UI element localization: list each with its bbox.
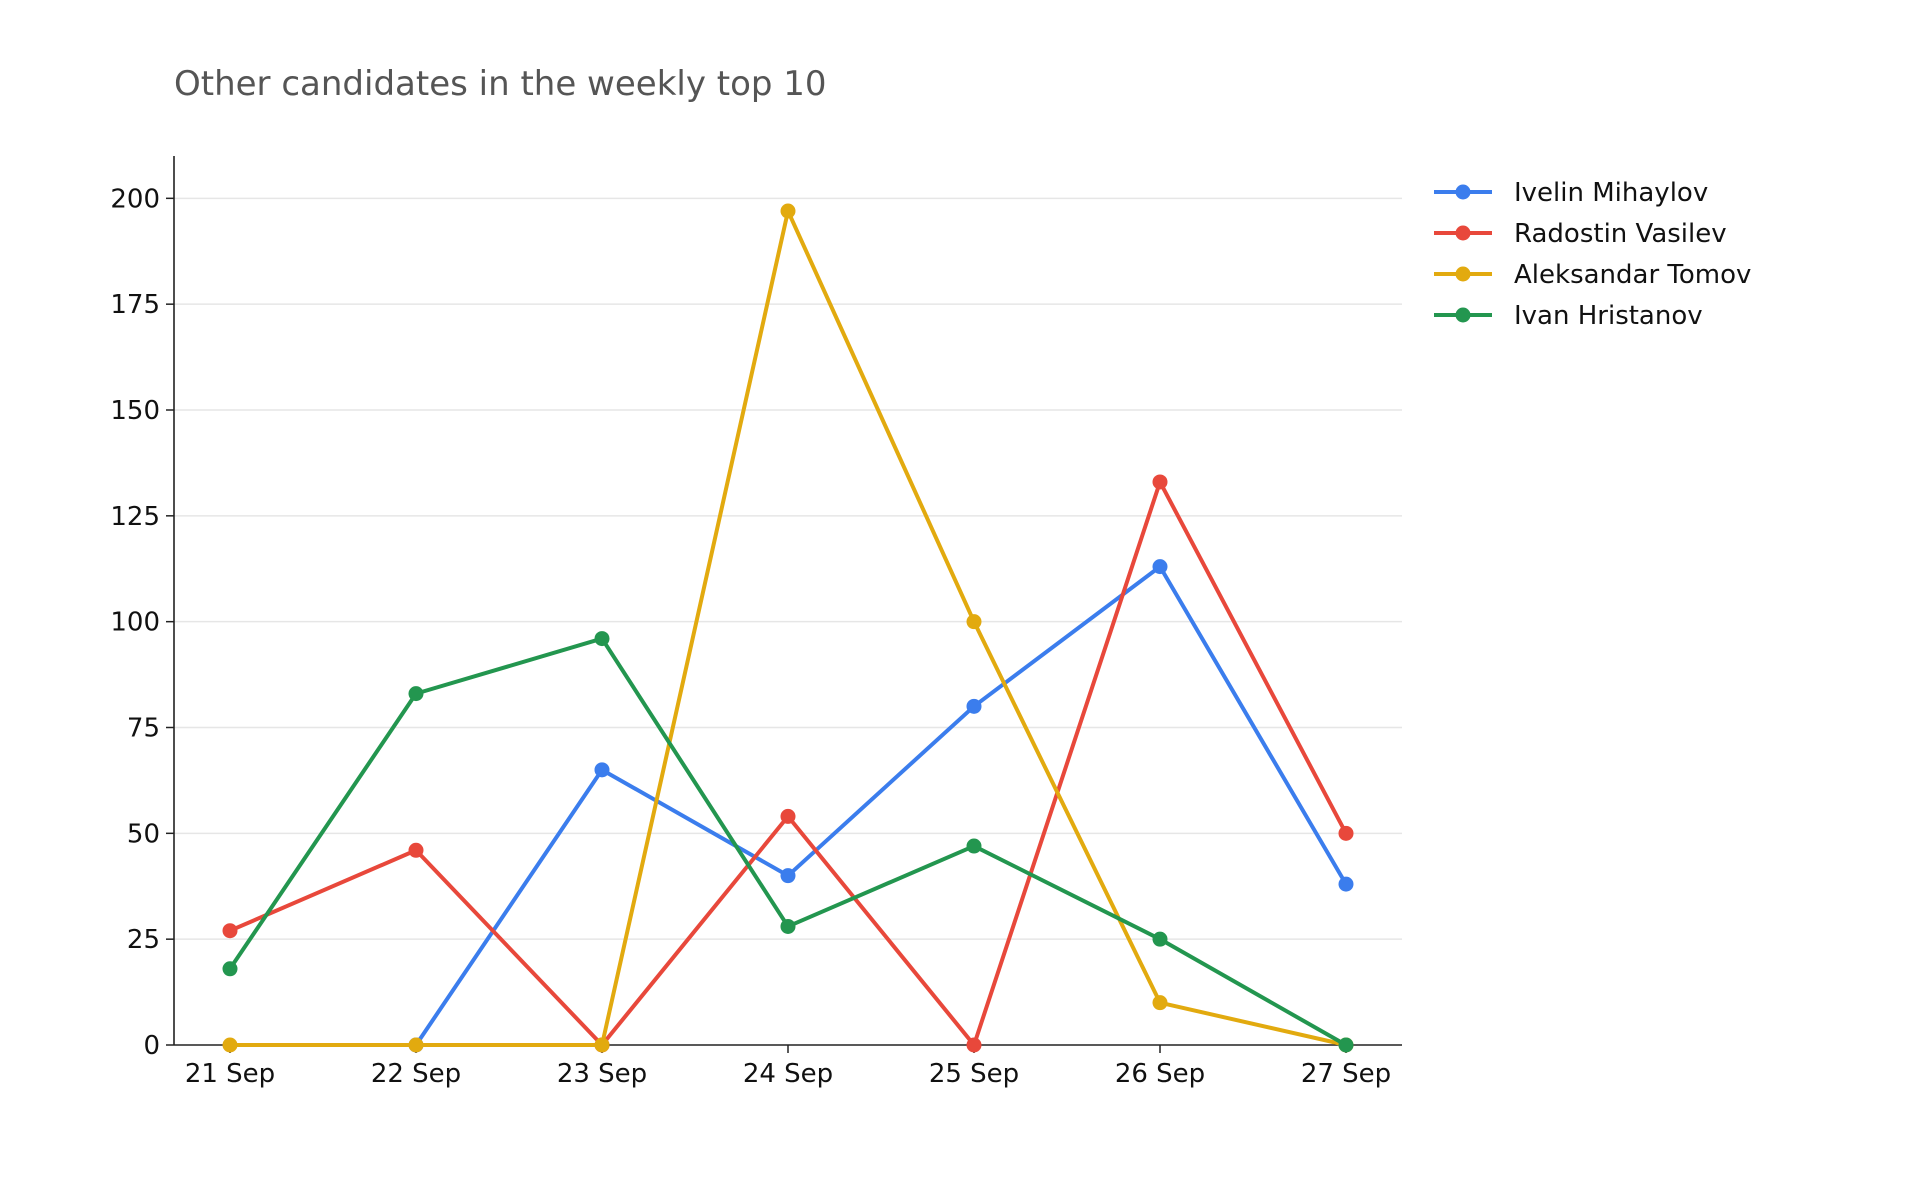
y-tick-label: 200 [110, 184, 160, 214]
data-point-aleksandar-tomov [966, 614, 982, 630]
data-point-radostin-vasilev [1152, 474, 1168, 490]
data-point-aleksandar-tomov [780, 203, 796, 219]
data-point-ivelin-mihaylov [1338, 876, 1354, 892]
data-point-ivan-hristanov [1152, 931, 1168, 947]
data-point-ivan-hristanov [1338, 1037, 1354, 1053]
series-line-ivelin-mihaylov [414, 564, 1348, 1047]
series-line-ivan-hristanov [228, 636, 1348, 1047]
legend-marker-aleksandar-tomov [1455, 266, 1471, 282]
series-line-radostin-vasilev [228, 479, 1348, 1047]
data-point-ivelin-mihaylov [966, 698, 982, 714]
legend-label-ivan-hristanov: Ivan Hristanov [1514, 301, 1703, 331]
legend-label-ivelin-mihaylov: Ivelin Mihaylov [1514, 178, 1708, 208]
data-point-aleksandar-tomov [222, 1037, 238, 1053]
y-tick-label: 0 [143, 1031, 160, 1061]
data-point-ivan-hristanov [594, 631, 610, 647]
x-tick-label: 23 Sep [557, 1059, 647, 1089]
data-point-ivan-hristanov [408, 686, 424, 702]
x-tick-label: 22 Sep [371, 1059, 461, 1089]
legend-marker-ivan-hristanov [1455, 307, 1471, 323]
legend-marker-radostin-vasilev [1455, 225, 1471, 241]
data-point-ivelin-mihaylov [780, 868, 796, 884]
y-tick-label: 175 [110, 290, 160, 320]
y-tick-label: 150 [110, 396, 160, 426]
data-point-aleksandar-tomov [1152, 995, 1168, 1011]
data-point-ivan-hristanov [222, 961, 238, 977]
data-point-aleksandar-tomov [408, 1037, 424, 1053]
y-tick-label: 50 [127, 819, 160, 849]
y-tick-label: 75 [127, 714, 160, 744]
y-tick-label: 25 [127, 925, 160, 955]
legend-label-radostin-vasilev: Radostin Vasilev [1514, 219, 1727, 249]
chart-title: Other candidates in the weekly top 10 [174, 64, 827, 104]
y-tick-label: 100 [110, 608, 160, 638]
data-point-radostin-vasilev [1338, 825, 1354, 841]
data-point-radostin-vasilev [780, 808, 796, 824]
data-point-ivan-hristanov [780, 918, 796, 934]
x-tick-label: 24 Sep [743, 1059, 833, 1089]
data-point-radostin-vasilev [222, 923, 238, 939]
x-tick-label: 26 Sep [1115, 1059, 1205, 1089]
y-tick-label: 125 [110, 502, 160, 532]
x-tick-label: 27 Sep [1301, 1059, 1391, 1089]
x-tick-label: 21 Sep [185, 1059, 275, 1089]
data-point-ivelin-mihaylov [1152, 559, 1168, 575]
data-point-ivan-hristanov [966, 838, 982, 854]
data-point-radostin-vasilev [408, 842, 424, 858]
x-tick-label: 25 Sep [929, 1059, 1019, 1089]
data-point-ivelin-mihaylov [594, 762, 610, 778]
legend-label-aleksandar-tomov: Aleksandar Tomov [1514, 260, 1751, 290]
data-point-aleksandar-tomov [594, 1037, 610, 1053]
legend-marker-ivelin-mihaylov [1455, 184, 1471, 200]
data-point-radostin-vasilev [966, 1037, 982, 1053]
